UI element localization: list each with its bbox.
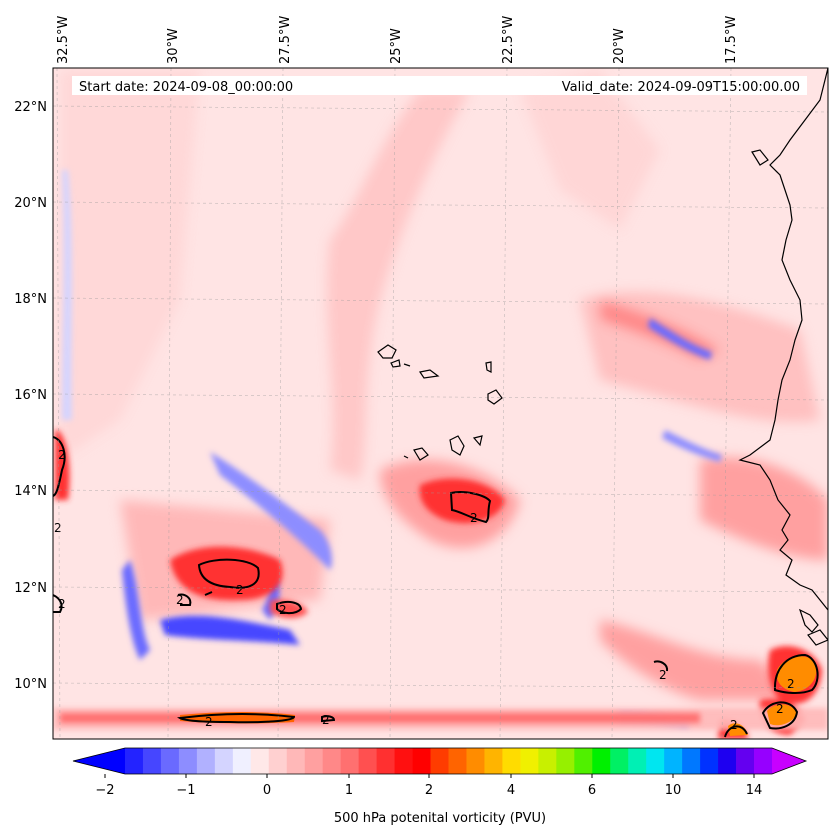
colorbar: −2 −1 0 1 2 4 6 10 14 500 hPa potenital … <box>72 747 808 826</box>
colorbar-cell <box>376 748 395 774</box>
pv-field: 2 2 2 2 2 2 2 2 2 2 2 2 2 <box>53 68 828 739</box>
colorbar-cell <box>250 748 270 774</box>
colorbar-cell <box>448 748 467 774</box>
info-banner <box>72 76 807 95</box>
lat-label: 14°N <box>14 484 47 499</box>
lat-label: 20°N <box>14 196 47 211</box>
colorbar-cell <box>160 748 180 774</box>
lat-label: 10°N <box>14 677 47 692</box>
colorbar-cell <box>718 748 737 774</box>
colorbar-cell <box>358 748 378 774</box>
lat-label: 22°N <box>14 100 47 115</box>
lat-labels: 22°N 20°N 18°N 16°N 14°N 12°N 10°N <box>14 100 47 692</box>
colorbar-cell <box>682 748 701 774</box>
colorbar-tick-label: 6 <box>588 783 596 798</box>
lon-labels: 32.5°W 30°W 27.5°W 25°W 22.5°W 20°W 17.5… <box>56 16 739 64</box>
gridlines <box>53 68 828 739</box>
contour-label: 2 <box>54 521 62 535</box>
colorbar-tick-labels: −2 −1 0 1 2 4 6 10 14 <box>95 783 762 798</box>
contour-label: 2 <box>176 593 184 607</box>
contour-label: 2 <box>776 702 784 716</box>
colorbar-cell <box>610 748 629 774</box>
map-frame <box>52 67 829 740</box>
colorbar-cell <box>484 748 503 774</box>
pv-contours <box>53 436 819 738</box>
contour-label: 2 <box>279 603 287 617</box>
colorbar-cell <box>232 748 252 774</box>
colorbar-title: 500 hPa potenital vorticity (PVU) <box>334 811 546 826</box>
contour-label: 2 <box>58 448 66 462</box>
contour-label: 2 <box>470 511 478 525</box>
colorbar-cell <box>142 748 162 774</box>
colorbar-cell <box>178 748 198 774</box>
colorbar-cell <box>268 748 288 774</box>
lon-label: 27.5°W <box>278 16 293 64</box>
colorbar-cells <box>125 748 773 774</box>
contour-label: 2 <box>730 718 738 732</box>
contour-label: 2 <box>236 583 244 597</box>
colorbar-cell <box>466 748 485 774</box>
colorbar-cell <box>628 748 647 774</box>
contour-label: 2 <box>787 677 795 691</box>
colorbar-tick-label: −1 <box>176 783 195 798</box>
colorbar-tick-label: 1 <box>345 783 353 798</box>
lat-label: 12°N <box>14 581 47 596</box>
colorbar-cell <box>214 748 234 774</box>
colorbar-tick-label: 2 <box>425 783 433 798</box>
colorbar-cell <box>574 748 593 774</box>
contour-labels: 2 2 2 2 2 2 2 2 2 2 2 2 2 <box>54 448 795 732</box>
colorbar-cell <box>556 748 575 774</box>
start-date-label: Start date: 2024-09-08_00:00:00 <box>79 80 293 95</box>
colorbar-cell <box>502 748 521 774</box>
colorbar-ticks <box>104 774 755 778</box>
lon-label: 17.5°W <box>724 16 739 64</box>
colorbar-min-extend <box>73 748 125 774</box>
colorbar-cell <box>304 748 324 774</box>
colorbar-cell <box>736 748 755 774</box>
colorbar-tick-label: 0 <box>263 783 271 798</box>
contour-label: 2 <box>58 597 66 611</box>
colorbar-tick-label: 14 <box>746 783 763 798</box>
lon-label: 20°W <box>612 28 627 64</box>
colorbar-cell <box>430 748 449 774</box>
colorbar-cell <box>196 748 216 774</box>
contour-label: 2 <box>205 715 213 729</box>
colorbar-tick-label: 10 <box>665 783 682 798</box>
contour-label: 2 <box>322 713 330 727</box>
colorbar-cell <box>520 748 539 774</box>
colorbar-cell <box>412 748 431 774</box>
lon-label: 30°W <box>166 28 181 64</box>
colorbar-cell <box>340 748 360 774</box>
lon-label: 22.5°W <box>501 16 516 64</box>
colorbar-tick-label: 4 <box>507 783 515 798</box>
coastlines <box>377 68 828 646</box>
contour-label: 2 <box>659 668 667 682</box>
valid-date-label: Valid_date: 2024-09-09T15:00:00.00 <box>562 80 800 95</box>
colorbar-cell <box>754 748 773 774</box>
lon-label: 25°W <box>389 28 404 64</box>
lat-label: 18°N <box>14 292 47 307</box>
colorbar-cell <box>592 748 611 774</box>
colorbar-cell <box>646 748 665 774</box>
colorbar-max-extend <box>772 748 806 774</box>
colorbar-cell <box>538 748 557 774</box>
colorbar-cell <box>125 748 144 774</box>
colorbar-tick-label: −2 <box>95 783 114 798</box>
colorbar-cell <box>286 748 306 774</box>
colorbar-outline <box>72 747 808 775</box>
lon-label: 32.5°W <box>56 16 71 64</box>
colorbar-cell <box>664 748 683 774</box>
lat-label: 16°N <box>14 388 47 403</box>
colorbar-cell <box>322 748 342 774</box>
colorbar-cell <box>394 748 413 774</box>
colorbar-cell <box>700 748 719 774</box>
